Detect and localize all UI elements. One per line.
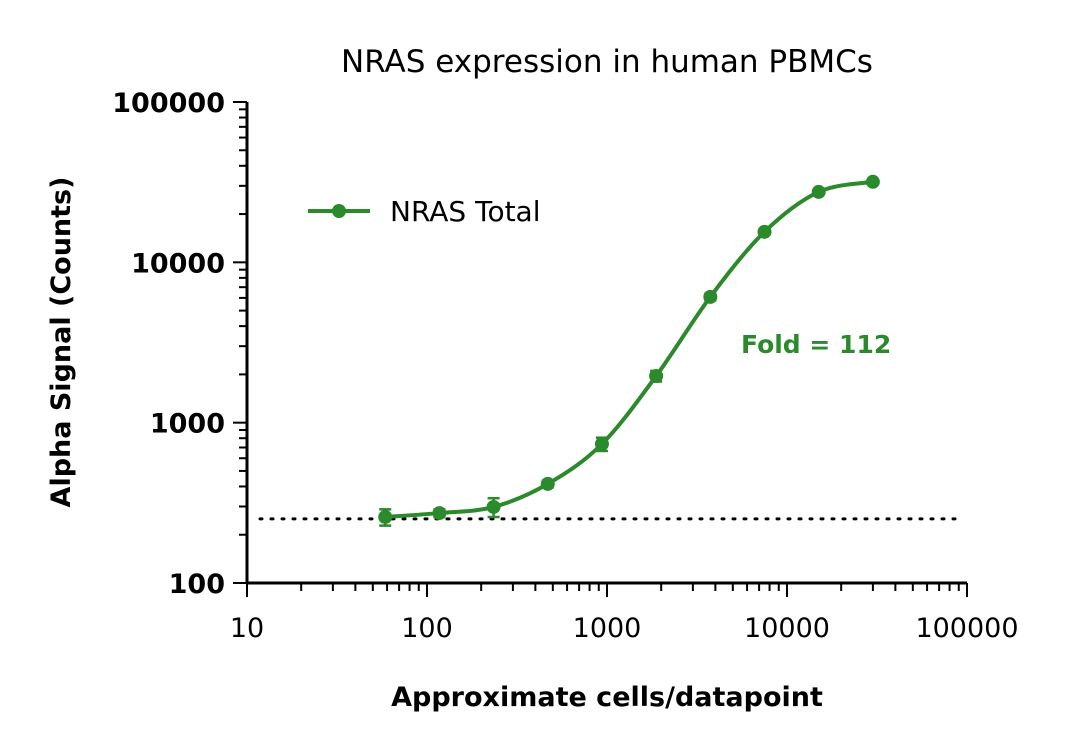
y-axis-label: Alpha Signal (Counts) xyxy=(46,177,77,508)
y-tick-label: 100000 xyxy=(112,88,225,119)
x-tick-label: 100000 xyxy=(915,613,1018,644)
legend: NRAS Total xyxy=(308,195,541,228)
data-point xyxy=(432,506,447,521)
chart-title: NRAS expression in human PBMCs xyxy=(341,44,873,80)
fit-curve xyxy=(385,179,874,519)
x-tick-label: 10 xyxy=(230,613,264,644)
legend-label: NRAS Total xyxy=(390,195,541,228)
data-point xyxy=(486,499,501,514)
fold-annotation: Fold = 112 xyxy=(741,330,891,359)
data-point xyxy=(811,184,826,199)
x-tick-label: 1000 xyxy=(573,613,642,644)
legend-marker xyxy=(332,204,346,218)
data-point xyxy=(540,476,555,491)
y-tick-label: 1000 xyxy=(150,409,225,440)
y-tick-label: 100 xyxy=(169,569,225,600)
data-point xyxy=(865,174,880,189)
x-tick-label: 100 xyxy=(401,613,453,644)
x-axis-label: Approximate cells/datapoint xyxy=(391,682,823,713)
data-point xyxy=(703,289,718,304)
x-tick-label: 10000 xyxy=(744,613,830,644)
data-point xyxy=(757,224,772,239)
data-point xyxy=(378,510,393,525)
data-point xyxy=(594,437,609,452)
y-tick-label: 10000 xyxy=(131,248,225,279)
data-point xyxy=(649,368,664,383)
